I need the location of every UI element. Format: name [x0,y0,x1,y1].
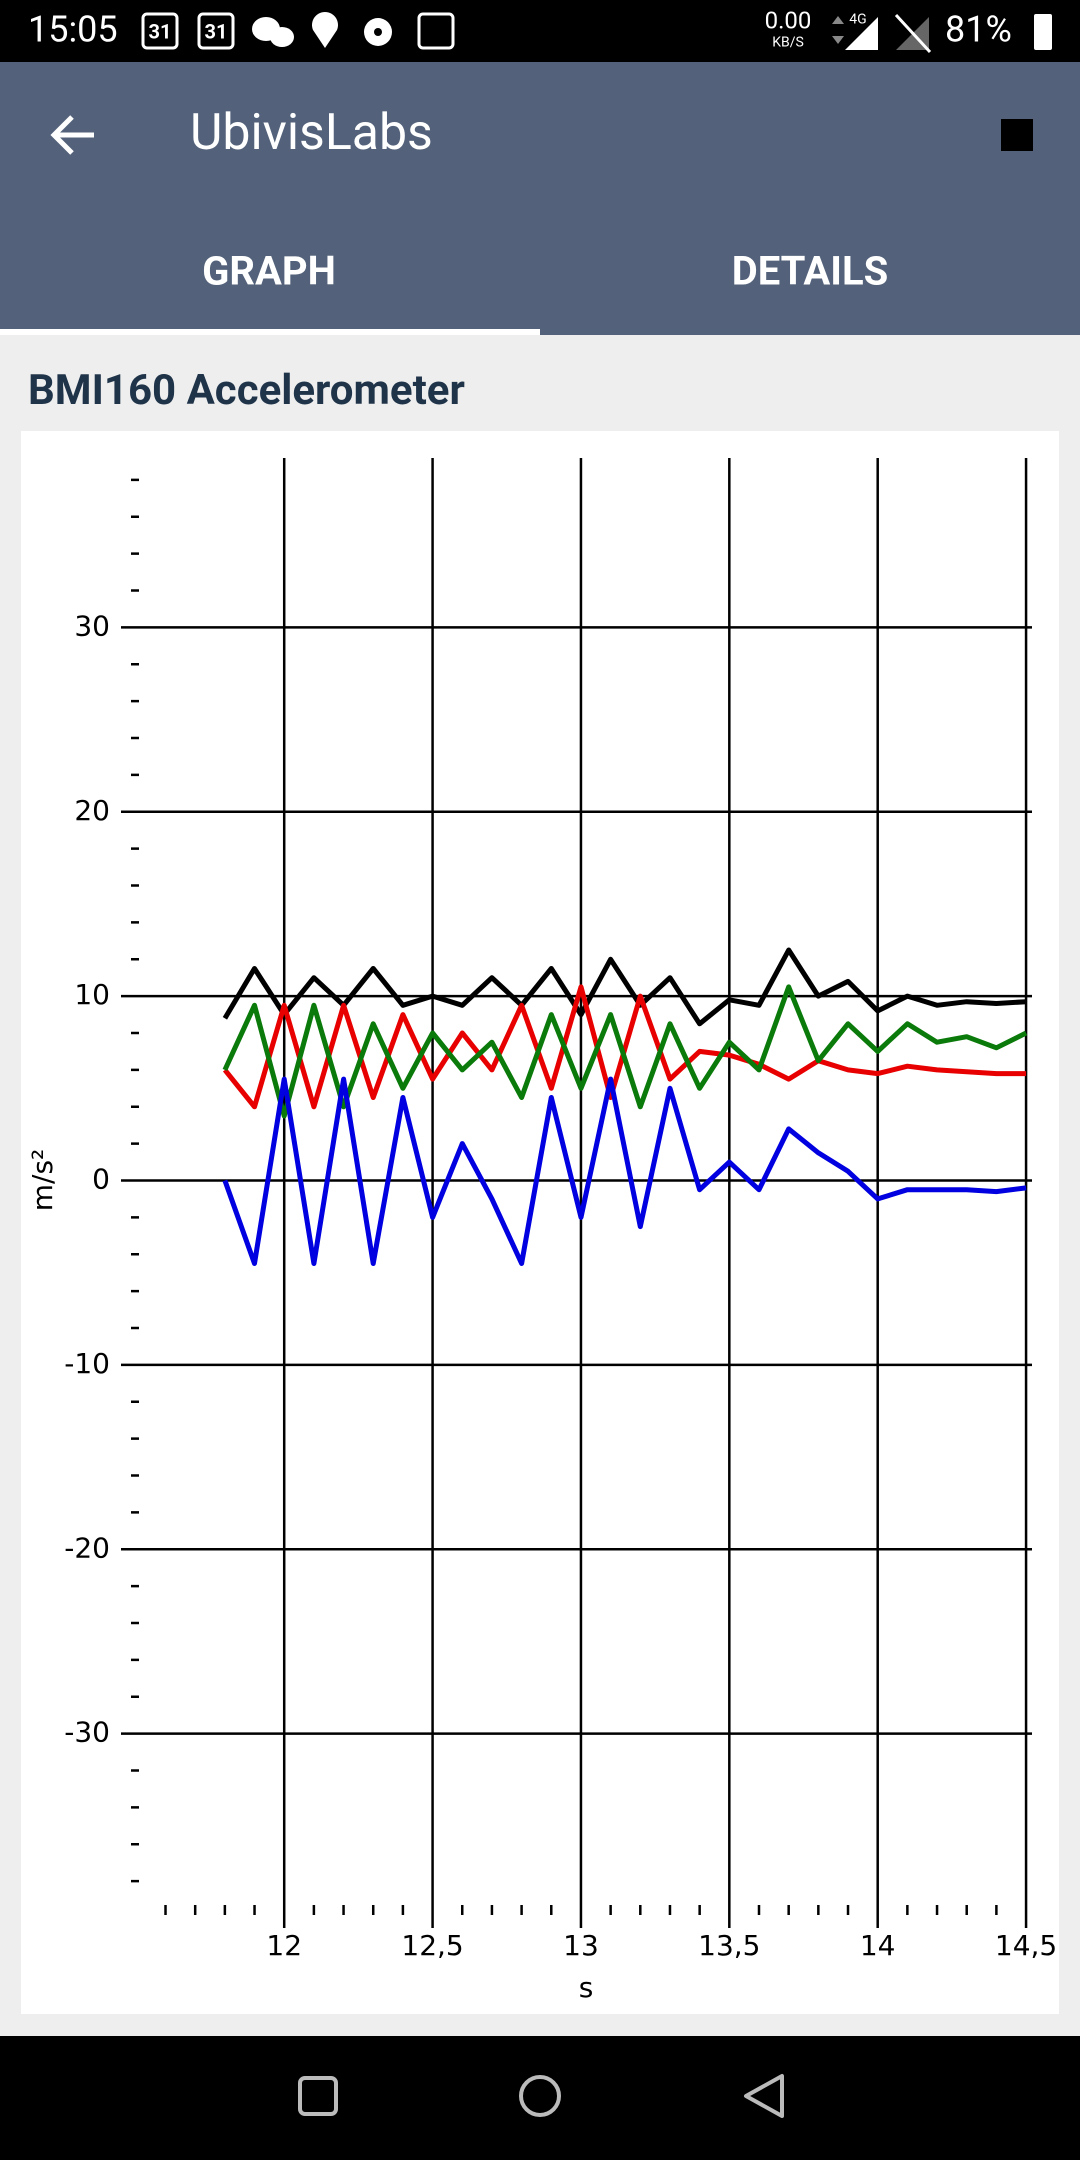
nav-bar [0,2036,1080,2160]
stop-button[interactable] [1001,119,1033,151]
home-button[interactable] [519,2075,561,2117]
series-line [222,984,1028,1119]
calendar-day: 31 [149,19,172,43]
network-type: 4G [849,12,866,28]
signal-icon [845,17,878,50]
back-button[interactable] [50,115,94,155]
y-tick-label: 0 [92,1163,110,1196]
x-tick-label: 14 [860,1929,896,1962]
net-unit: KB/S [772,35,804,51]
battery-icon [1034,14,1052,50]
battery-level: 81% [945,9,1012,51]
x-axis-label: s [579,1971,594,2004]
series-line [222,1076,1027,1266]
chat-icon [270,27,294,47]
y-tick-label: -20 [64,1531,110,1564]
x-tick-label: 12,5 [401,1929,463,1962]
plot: 30 20 10 0 -10 -20 -30 12 12,5 13 13,5 14 14,5 s m/s² [26,458,1057,2004]
y-axis-label: m/s² [26,1149,59,1212]
calendar-day: 31 [205,19,228,43]
x-tick-label: 13,5 [698,1929,760,1962]
tab-indicator [0,329,540,335]
y-tick-label: -10 [64,1347,110,1380]
y-tick-label: 20 [74,794,110,827]
y-tick-label: -30 [64,1716,110,1749]
calendar-icon [141,12,179,50]
tab-graph[interactable]: GRAPH [202,248,336,295]
series-line [222,947,1027,1027]
tab-details[interactable]: DETAILS [732,248,888,295]
no-sim-slash [894,13,932,54]
disc-hole [374,28,382,36]
chart-title: BMI160 Accelerometer [28,366,465,415]
chart-card [21,431,1059,2014]
series-line [222,984,1027,1110]
status-bar [0,0,1080,62]
translate-icon [417,12,455,50]
data-arrows [832,16,844,44]
x-tick-label: 14,5 [995,1929,1057,1962]
recents-button[interactable] [298,2076,338,2116]
y-tick-label: 30 [74,609,110,642]
x-tick-label: 13 [563,1929,599,1962]
calendar-icon [197,12,235,50]
x-tick-label: 12 [266,1929,302,1962]
app-bar [0,62,1080,335]
back-nav-button[interactable] [744,2074,784,2118]
app-title: UbivisLabs [190,104,433,162]
y-tick-label: 10 [74,978,110,1011]
status-time: 15:05 [28,9,118,51]
location-icon [312,12,339,48]
net-speed: 0.00 [765,6,812,34]
